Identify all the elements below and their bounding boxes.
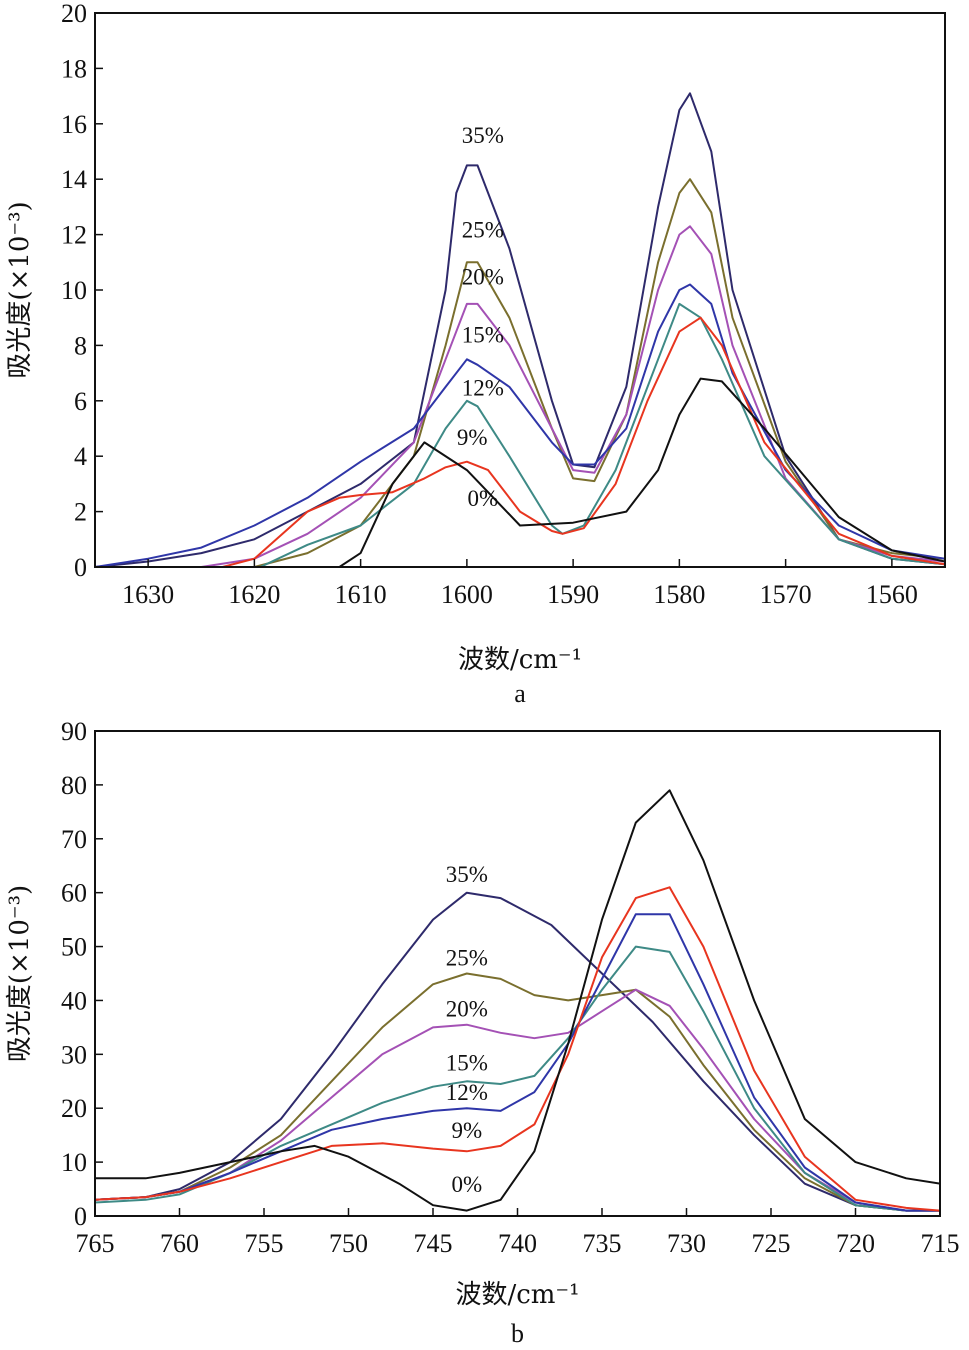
y-tick-label: 0 (74, 553, 87, 582)
series-label-12pct: 12% (446, 1080, 488, 1105)
x-tick-label: 1610 (335, 580, 387, 609)
series-line-9pct (95, 886, 940, 1212)
x-tick-label: 755 (245, 1229, 284, 1258)
series-line-0pct (95, 789, 940, 1212)
x-tick-label: 1590 (547, 580, 599, 609)
plot-frame (94, 730, 941, 1217)
series-line-35pct (95, 92, 945, 567)
x-tick-label: 760 (160, 1229, 199, 1258)
series-group (95, 789, 940, 1212)
series-line-20pct (191, 225, 945, 567)
series-label-20pct: 20% (462, 264, 504, 289)
series-label-12pct: 12% (462, 375, 504, 400)
y-tick-label: 90 (61, 717, 87, 746)
x-tick-label: 1630 (122, 580, 174, 609)
x-tick-label: 1620 (228, 580, 280, 609)
series-line-25pct (95, 972, 940, 1212)
x-tick-label: 1560 (866, 580, 918, 609)
x-tick-label: 750 (329, 1229, 368, 1258)
series-label-0pct: 0% (467, 486, 498, 511)
panel-label: a (514, 679, 526, 708)
series-label-35pct: 35% (446, 862, 488, 887)
y-tick-label: 0 (74, 1202, 87, 1231)
x-tick-label: 740 (498, 1229, 537, 1258)
series-label-20pct: 20% (446, 997, 488, 1022)
y-tick-label: 20 (61, 0, 87, 28)
y-axis-label: 吸光度(×10⁻³) (5, 201, 35, 378)
series-label-15pct: 15% (462, 323, 504, 348)
x-tick-label: 725 (752, 1229, 791, 1258)
x-tick-label: 745 (414, 1229, 453, 1258)
x-tick-label: 720 (836, 1229, 875, 1258)
series-label-25pct: 25% (446, 945, 488, 970)
y-tick-label: 14 (61, 165, 87, 194)
panel-label: b (511, 1319, 524, 1348)
y-tick-label: 10 (61, 276, 87, 305)
series-group (95, 92, 945, 567)
y-tick-label: 20 (61, 1094, 87, 1123)
x-tick-label: 735 (583, 1229, 622, 1258)
y-tick-label: 60 (61, 879, 87, 908)
x-axis-label: 波数/cm⁻¹ (458, 645, 582, 675)
series-line-15pct (95, 945, 940, 1212)
y-tick-label: 70 (61, 825, 87, 854)
series-line-9pct (218, 316, 945, 567)
y-tick-label: 50 (61, 933, 87, 962)
y-tick-label: 12 (61, 221, 87, 250)
y-tick-label: 80 (61, 771, 87, 800)
x-tick-label: 1570 (760, 580, 812, 609)
x-axis-label: 波数/cm⁻¹ (455, 1280, 579, 1310)
chart-panel-a: 1630 1620 1610 1600 1590 1580 1570 156002468101… (5, 0, 946, 708)
series-line-12pct (95, 913, 940, 1212)
series-label-15pct: 15% (446, 1051, 488, 1076)
y-tick-label: 10 (61, 1148, 87, 1177)
x-tick-label: 1600 (441, 580, 493, 609)
series-label-35pct: 35% (462, 123, 504, 148)
series-label-0pct: 0% (451, 1172, 482, 1197)
y-axis-label: 吸光度(×10⁻³) (5, 885, 35, 1062)
x-tick-label: 730 (667, 1229, 706, 1258)
series-label-9pct: 9% (457, 425, 488, 450)
y-tick-label: 30 (61, 1040, 87, 1069)
series-line-20pct (95, 988, 940, 1212)
x-tick-label: 765 (76, 1229, 115, 1258)
series-label-25pct: 25% (462, 217, 504, 242)
y-tick-label: 6 (74, 387, 87, 416)
y-tick-label: 18 (61, 54, 87, 83)
series-line-0pct (335, 377, 945, 567)
y-tick-label: 8 (74, 331, 87, 360)
x-tick-label: 1580 (653, 580, 705, 609)
chart-panel-b: 765 760 755 750 745 740 735 730 725 720 715 0 10 20 30… (5, 717, 960, 1348)
y-tick-label: 16 (61, 110, 87, 139)
series-line-12pct (257, 302, 945, 567)
x-tick-label: 715 (921, 1229, 960, 1258)
y-tick-label: 2 (74, 498, 87, 527)
y-tick-label: 4 (74, 442, 87, 471)
y-tick-label: 40 (61, 986, 87, 1015)
series-label-9pct: 9% (451, 1118, 482, 1143)
